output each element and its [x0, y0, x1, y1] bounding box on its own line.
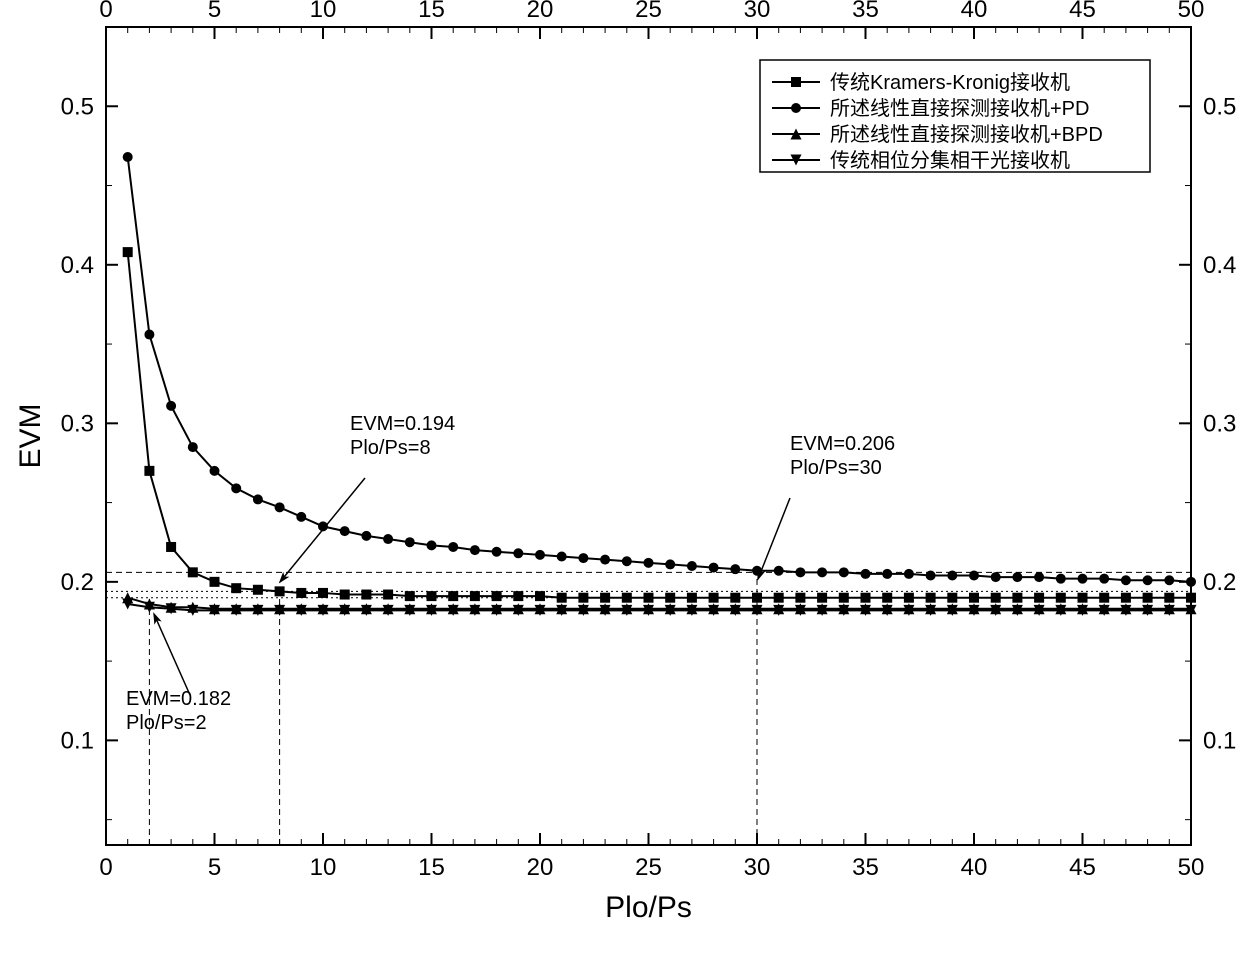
x-axis-title: Plo/Ps: [605, 891, 692, 924]
x-tick-label-top: 20: [527, 0, 554, 23]
annotation-text: Plo/Ps=8: [350, 437, 431, 459]
x-tick-label: 25: [635, 854, 662, 881]
anno-30: EVM=0.206Plo/Ps=30: [758, 433, 895, 579]
x-tick-label-top: 5: [208, 0, 221, 23]
x-tick-label-top: 15: [418, 0, 445, 23]
y-tick-label: 0.5: [61, 93, 94, 120]
chart-container: 0 0 5 5 10 10 15 15 20 20 25 25 30 30 35 35 40 40 45 45 50 50…: [0, 0, 1240, 959]
annotation-text: EVM=0.194: [350, 413, 455, 435]
x-tick-label: 40: [961, 854, 988, 881]
x-tick-label-top: 35: [852, 0, 879, 23]
y-tick-label-right: 0.4: [1203, 252, 1236, 279]
anno-2: EVM=0.182Plo/Ps=2: [126, 614, 231, 734]
x-tick-label-top: 30: [744, 0, 771, 23]
y-tick-label-right: 0.1: [1203, 727, 1236, 754]
y-tick-label: 0.2: [61, 569, 94, 596]
x-tick-label-top: 0: [99, 0, 112, 23]
y-tick-label: 0.4: [61, 252, 94, 279]
x-tick-label: 45: [1069, 854, 1096, 881]
y-tick-label: 0.3: [61, 410, 94, 437]
x-tick-label: 15: [418, 854, 445, 881]
x-tick-label-top: 25: [635, 0, 662, 23]
y-tick-label: 0.1: [61, 727, 94, 754]
x-tick-label: 10: [310, 854, 337, 881]
chart-svg: 0 0 5 5 10 10 15 15 20 20 25 25 30 30 35 35 40 40 45 45 50 50…: [0, 0, 1240, 959]
x-tick-label-top: 50: [1178, 0, 1205, 23]
x-tick-label: 35: [852, 854, 879, 881]
legend-label: 所述线性直接探测接收机+PD: [830, 97, 1089, 120]
annotation-text: EVM=0.206: [790, 433, 895, 455]
y-tick-label-right: 0.2: [1203, 569, 1236, 596]
x-tick-label: 30: [744, 854, 771, 881]
legend-label: 传统Kramers-Kronig接收机: [830, 71, 1070, 94]
series-pd: [123, 152, 1196, 587]
y-axis-title: EVM: [14, 403, 47, 468]
series-kk: [123, 247, 1196, 603]
x-tick-label-top: 45: [1069, 0, 1096, 23]
x-tick-label: 5: [208, 854, 221, 881]
x-tick-label-top: 40: [961, 0, 988, 23]
legend-label: 所述线性直接探测接收机+BPD: [830, 123, 1103, 146]
legend-label: 传统相位分集相干光接收机: [830, 149, 1070, 172]
annotation-text: Plo/Ps=30: [790, 457, 882, 479]
x-tick-label: 0: [99, 854, 112, 881]
x-tick-label-top: 10: [310, 0, 337, 23]
x-tick-label: 50: [1178, 854, 1205, 881]
anno-8: EVM=0.194Plo/Ps=8: [280, 413, 455, 582]
y-tick-label-right: 0.5: [1203, 93, 1236, 120]
annotation-text: Plo/Ps=2: [126, 712, 207, 734]
x-tick-label: 20: [527, 854, 554, 881]
annotation-text: EVM=0.182: [126, 688, 231, 710]
y-tick-label-right: 0.3: [1203, 410, 1236, 437]
legend: 传统Kramers-Kronig接收机所述线性直接探测接收机+PD 所述线性直接探…: [760, 60, 1150, 172]
